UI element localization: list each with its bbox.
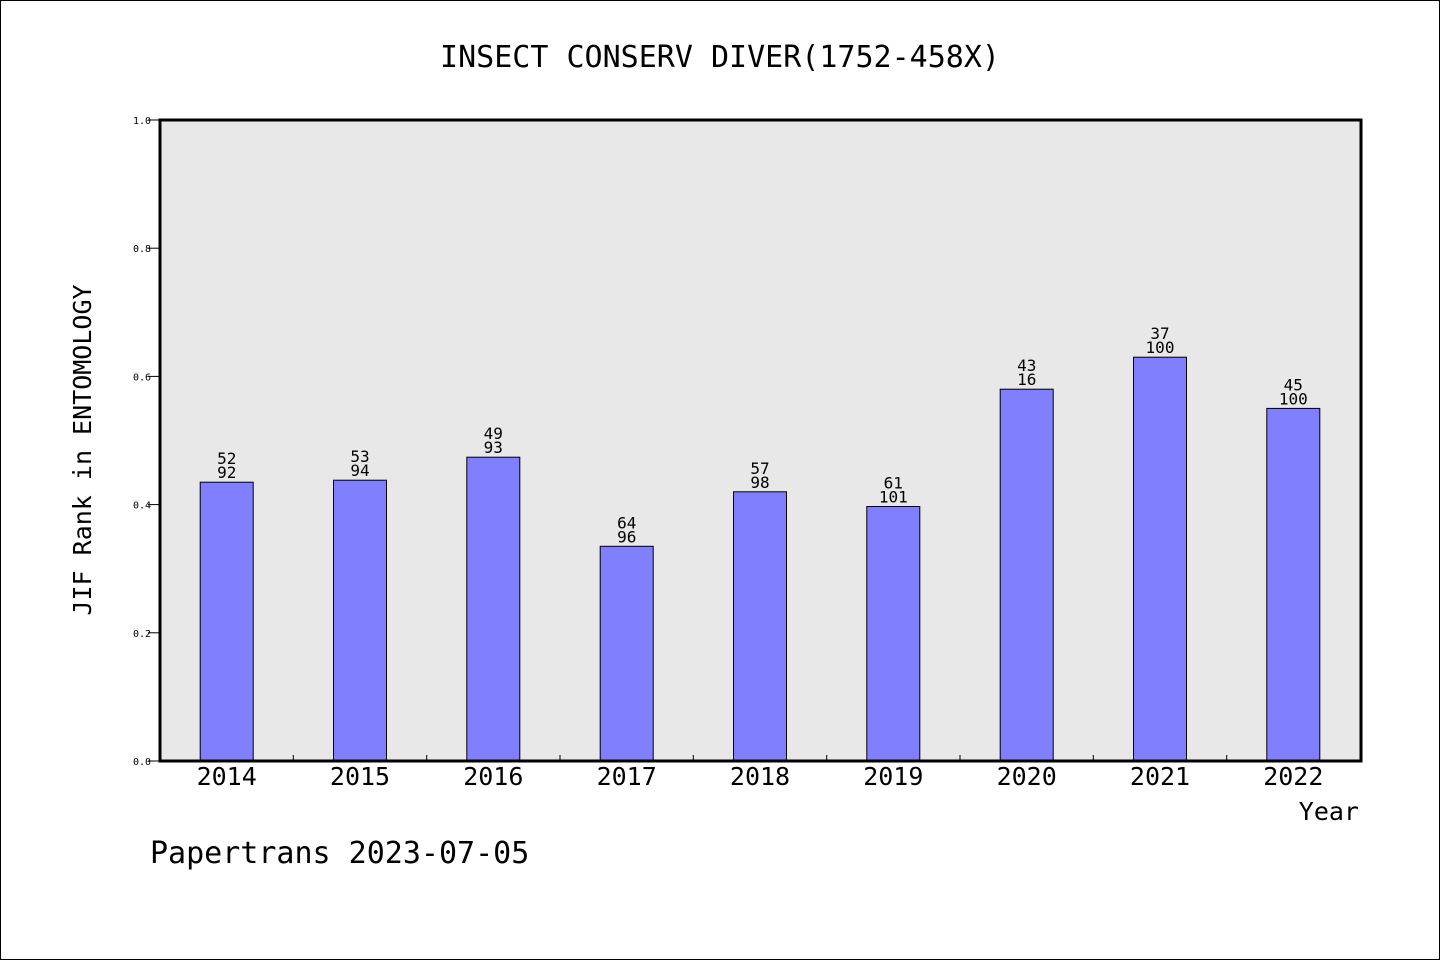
bar-rank-label: 49 (484, 424, 503, 443)
x-tick-label: 2018 (730, 762, 790, 791)
bar-2018 (733, 491, 787, 762)
bar-2021 (1133, 356, 1187, 762)
bar-total-label: 101 (879, 488, 908, 507)
y-tick-label: 0.8 (133, 244, 151, 255)
y-tick-label: 0.0 (133, 757, 151, 768)
bar-2016 (466, 456, 521, 762)
bar-rank-label: 57 (750, 459, 769, 478)
bar-rank-label: 43 (1017, 356, 1036, 375)
bar-total-label: 93 (484, 438, 503, 457)
bar-total-label: 100 (1146, 338, 1175, 357)
bar-rank-label: 37 (1150, 324, 1169, 343)
bar-2017 (599, 545, 654, 762)
y-tick-label: 0.2 (133, 629, 151, 640)
bar-rank-label: 64 (617, 513, 636, 532)
x-axis-ticks: 2014 2015 2016 2017 2018 2019 2020 2021 2022 (197, 755, 1323, 791)
x-tick-label: 2017 (597, 762, 657, 791)
y-tick-label: 0.4 (133, 501, 151, 512)
bar-rank-label: 45 (1284, 375, 1303, 394)
bar-2019 (866, 506, 921, 762)
x-tick-label: 2015 (330, 762, 390, 791)
x-tick-label: 2019 (863, 762, 923, 791)
bar-total-label: 96 (617, 527, 636, 546)
bar-total-label: 94 (350, 461, 369, 480)
bar-total-label: 92 (217, 463, 236, 482)
bar-2020 (999, 388, 1054, 762)
bar-2014 (199, 481, 254, 762)
x-tick-label: 2014 (197, 762, 257, 791)
bar-rank-label: 52 (217, 449, 236, 468)
bar-total-label: 100 (1279, 389, 1308, 408)
x-tick-label: 2020 (997, 762, 1057, 791)
y-axis-label: JIF Rank in ENTOMOLOGY (68, 284, 97, 615)
footer-source: Papertrans 2023-07-05 (150, 836, 529, 871)
bar-total-label: 16 (1017, 370, 1036, 389)
y-axis-ticks: 0.0 0.2 0.4 0.6 0.8 1.0 (133, 116, 160, 768)
y-tick-label: 1.0 (133, 116, 151, 127)
bar-rank-label: 53 (350, 447, 369, 466)
chart-title: INSECT CONSERV DIVER(1752-458X) (440, 40, 1000, 75)
y-tick-label: 0.6 (133, 372, 151, 383)
plot-border (158, 118, 1363, 763)
x-axis-label: Year (1299, 797, 1359, 826)
x-tick-label: 2016 (463, 762, 523, 791)
bar-2015 (333, 479, 387, 762)
bar-total-label: 98 (750, 473, 769, 492)
bar-rank-label: 61 (884, 474, 903, 493)
x-tick-label: 2022 (1263, 762, 1323, 791)
x-tick-label: 2021 (1130, 762, 1190, 791)
bar-2022 (1266, 407, 1321, 762)
